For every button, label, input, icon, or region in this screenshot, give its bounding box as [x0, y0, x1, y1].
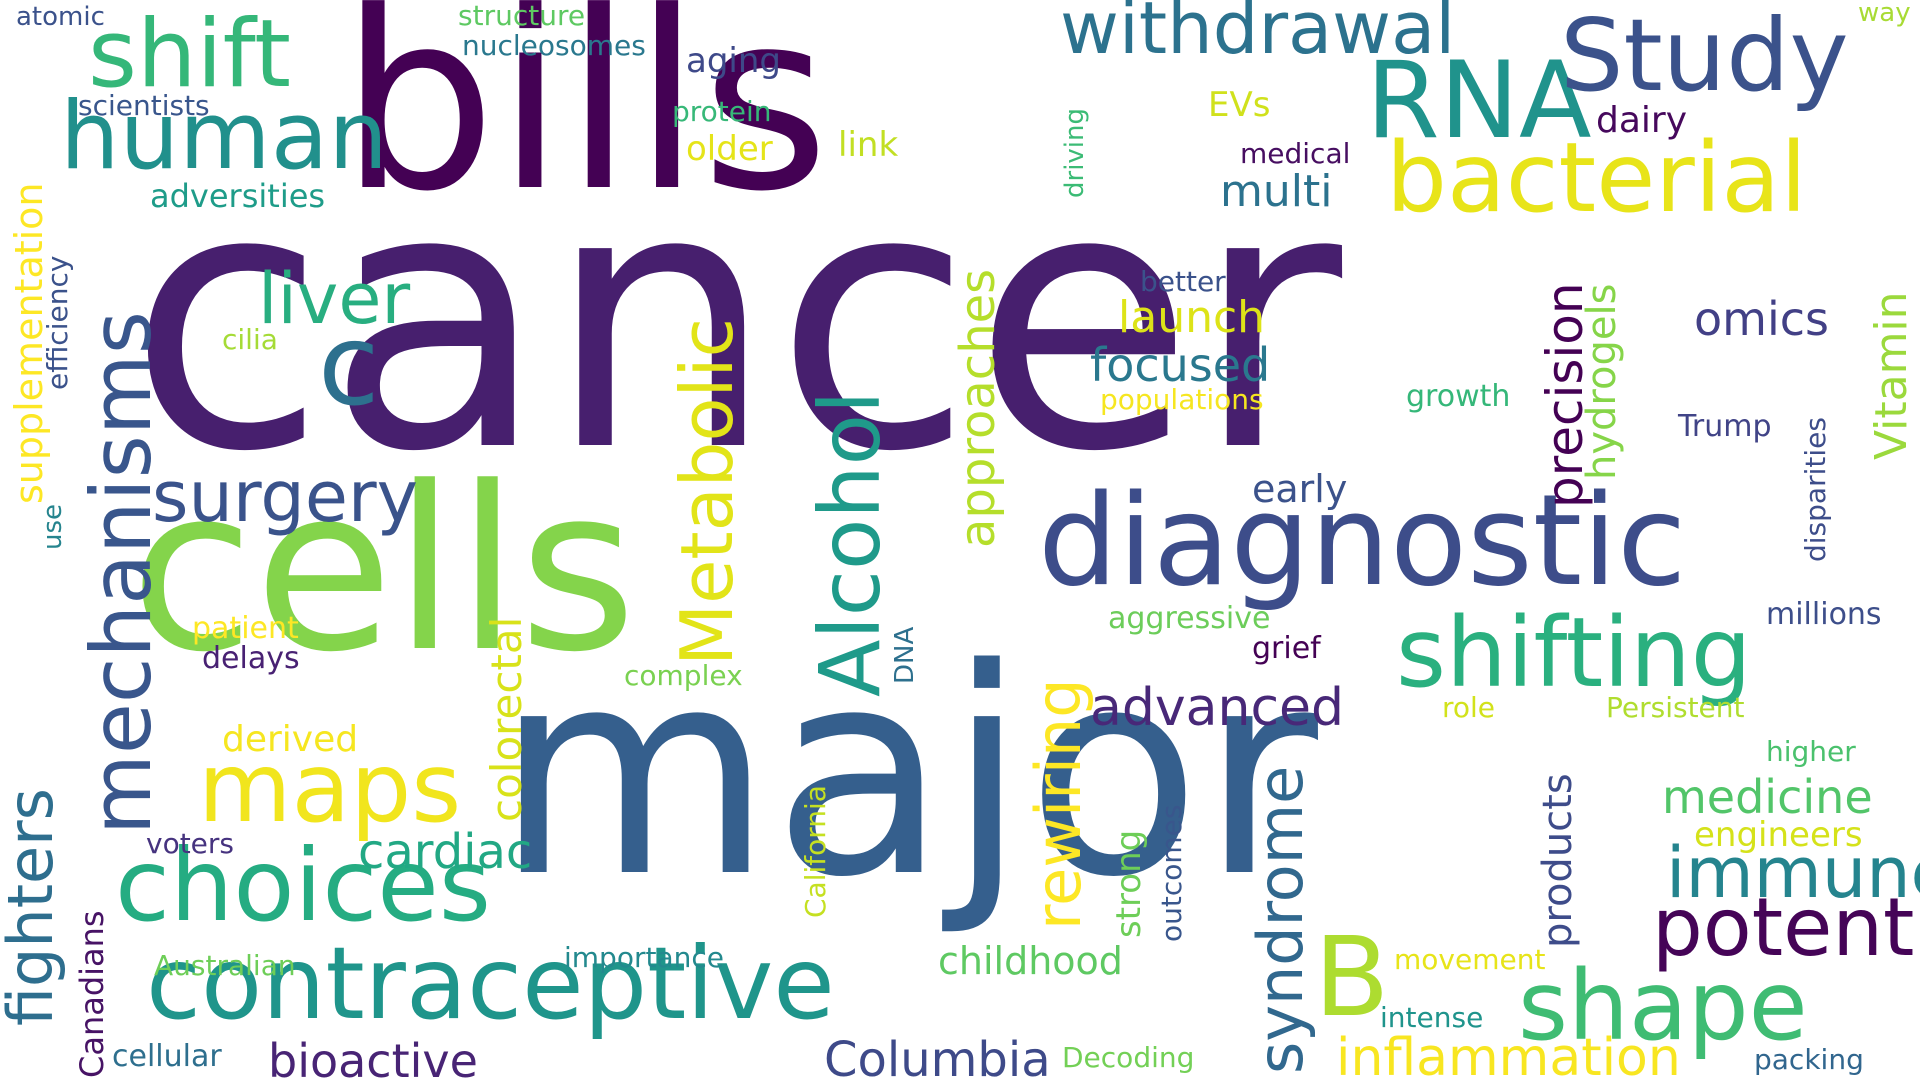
word-diagnostic: diagnostic: [1038, 467, 1687, 614]
word-cancer: cancer: [128, 111, 1343, 530]
word-engineers: engineers: [1694, 815, 1863, 855]
word-growth: growth: [1406, 379, 1511, 414]
word-cellular: cellular: [112, 1039, 222, 1074]
word-structure: structure: [458, 0, 586, 32]
word-early: early: [1252, 467, 1348, 511]
word-bacterial: bacterial: [1386, 122, 1807, 234]
word-derived: derived: [222, 719, 359, 760]
word-complex: complex: [624, 659, 743, 692]
word-choices: choices: [115, 827, 491, 944]
word-omics: omics: [1694, 292, 1829, 346]
word-patient: patient: [192, 611, 299, 646]
word-rewiring: rewiring: [1022, 678, 1095, 930]
word-outcomes: outcomes: [1155, 804, 1188, 942]
word-higher: higher: [1766, 735, 1856, 768]
word-bills: bills: [340, 0, 830, 246]
word-multi: multi: [1220, 166, 1333, 217]
word-way: way: [1858, 0, 1911, 28]
word-colorectal: colorectal: [482, 616, 531, 822]
word-DNA: DNA: [890, 626, 920, 684]
word-millions: millions: [1766, 597, 1882, 632]
word-aggressive: aggressive: [1108, 601, 1271, 636]
word-shift: shift: [88, 0, 291, 109]
word-better: better: [1140, 265, 1226, 298]
word-childhood: childhood: [938, 939, 1123, 983]
word-Columbia: Columbia: [824, 1032, 1051, 1088]
word-surgery: surgery: [152, 456, 419, 538]
word-packing: packing: [1754, 1043, 1864, 1076]
word-Alcohol: Alcohol: [801, 390, 899, 697]
word-strong: strong: [1109, 829, 1149, 938]
word-major: major: [495, 608, 1318, 940]
word-cardiac: cardiac: [358, 824, 533, 880]
word-B: B: [1314, 913, 1390, 1041]
word-delays: delays: [202, 641, 300, 676]
word-disparities: disparities: [1799, 417, 1832, 562]
word-Decoding: Decoding: [1062, 1041, 1195, 1074]
word-RNA: RNA: [1366, 39, 1592, 162]
word-Persistent: Persistent: [1606, 691, 1745, 724]
word-mechanisms: mechanisms: [73, 310, 170, 835]
word-shifting: shifting: [1396, 597, 1752, 709]
word-cilia: cilia: [222, 323, 278, 356]
word-inflammation: inflammation: [1336, 1028, 1681, 1088]
word-Metabolic: Metabolic: [665, 317, 749, 666]
word-approaches: approaches: [950, 268, 1006, 548]
word-California: California: [799, 785, 832, 918]
word-older: older: [686, 129, 773, 169]
word-medical: medical: [1240, 137, 1351, 170]
word-importance: importance: [564, 941, 724, 974]
word-use: use: [38, 503, 68, 550]
word-aging: aging: [686, 41, 781, 81]
word-intense: intense: [1380, 1001, 1484, 1034]
word-movement: movement: [1394, 943, 1546, 976]
word-populations: populations: [1100, 383, 1264, 416]
word-focused: focused: [1090, 338, 1271, 392]
word-Vitamin: Vitamin: [1866, 291, 1917, 460]
word-human: human: [60, 82, 388, 191]
word-contraceptive: contraceptive: [146, 925, 835, 1042]
word-hydrogels: hydrogels: [1579, 283, 1625, 480]
word-grief: grief: [1252, 631, 1321, 666]
word-Canadians: Canadians: [73, 910, 111, 1078]
word-immune: immune: [1666, 832, 1920, 914]
word-link: link: [838, 125, 899, 165]
word-cells: cells: [130, 439, 637, 702]
word-protein: protein: [672, 95, 772, 128]
word-products: products: [1535, 773, 1581, 948]
word-Trump: Trump: [1678, 409, 1772, 444]
word-atomic: atomic: [16, 2, 105, 32]
word-c: c: [318, 301, 380, 431]
word-dairy: dairy: [1596, 100, 1688, 141]
word-launch: launch: [1118, 292, 1266, 343]
word-adversities: adversities: [150, 177, 326, 215]
word-liver: liver: [258, 258, 411, 340]
word-EVs: EVs: [1208, 85, 1271, 125]
word-scientists: scientists: [78, 89, 210, 122]
word-advanced: advanced: [1090, 678, 1345, 738]
word-fighters: fighters: [0, 788, 67, 1026]
word-efficiency: efficiency: [41, 255, 74, 390]
word-medicine: medicine: [1662, 770, 1873, 824]
word-role: role: [1442, 691, 1496, 724]
word-bioactive: bioactive: [268, 1034, 478, 1088]
word-Study: Study: [1560, 0, 1849, 114]
word-Australian: Australian: [154, 949, 296, 982]
word-withdrawal: withdrawal: [1060, 0, 1456, 70]
word-nucleosomes: nucleosomes: [462, 29, 646, 62]
word-voters: voters: [146, 827, 235, 860]
word-syndrome: syndrome: [1244, 765, 1317, 1074]
word-shape: shape: [1518, 950, 1808, 1062]
word-potent: potent: [1652, 881, 1915, 974]
word-driving: driving: [1060, 107, 1090, 198]
word-maps: maps: [198, 732, 462, 844]
